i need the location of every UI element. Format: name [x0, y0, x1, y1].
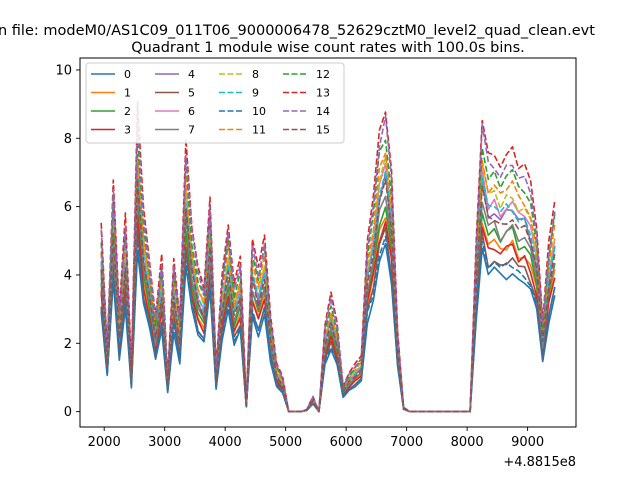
- legend-label-3: 3: [124, 124, 131, 137]
- x-tick-label: 2000: [88, 435, 121, 450]
- y-tick-label: 0: [64, 405, 72, 420]
- legend-label-12: 12: [316, 68, 330, 81]
- x-tick-label: 6000: [330, 435, 363, 450]
- y-axis: 0 2 4 6 8 10: [55, 63, 80, 420]
- legend-label-2: 2: [124, 105, 131, 118]
- legend-label-9: 9: [252, 87, 259, 100]
- x-axis: 2000 3000 4000 5000 6000 7000 8000 9000: [88, 427, 544, 450]
- x-tick-label: 7000: [390, 435, 423, 450]
- figure-suptitle: n file: modeM0/AS1C09_011T06_9000006478_…: [0, 23, 595, 39]
- legend-frame: [85, 62, 345, 144]
- y-tick-label: 6: [64, 200, 72, 215]
- series-layer: [100, 101, 556, 413]
- series-line-13: [100, 101, 556, 413]
- chart-title: Quadrant 1 module wise count rates with …: [131, 40, 525, 56]
- legend-label-7: 7: [188, 124, 195, 137]
- x-offset-label: +4.8815e8: [503, 455, 576, 470]
- legend-label-15: 15: [316, 124, 330, 137]
- x-tick-label: 4000: [209, 435, 242, 450]
- y-tick-label: 10: [55, 63, 72, 78]
- legend-label-11: 11: [252, 124, 266, 137]
- series-line-10: [100, 235, 556, 413]
- series-line-5: [100, 226, 556, 413]
- x-tick-label: 5000: [269, 435, 302, 450]
- x-tick-label: 3000: [148, 435, 181, 450]
- legend-label-6: 6: [188, 105, 195, 118]
- legend-label-4: 4: [188, 68, 195, 81]
- plot-area-frame: [79, 57, 577, 428]
- series-line-15: [100, 178, 556, 413]
- series-line-14: [100, 115, 556, 413]
- legend-label-8: 8: [252, 68, 259, 81]
- legend-label-0: 0: [124, 68, 131, 81]
- x-tick-label: 9000: [511, 435, 544, 450]
- y-tick-label: 8: [64, 132, 72, 147]
- legend-label-1: 1: [124, 87, 131, 100]
- legend-label-5: 5: [188, 87, 195, 100]
- legend-label-13: 13: [316, 87, 330, 100]
- y-tick-label: 4: [64, 268, 72, 283]
- legend-label-10: 10: [252, 105, 266, 118]
- x-tick-label: 8000: [451, 435, 484, 450]
- legend-label-14: 14: [316, 105, 330, 118]
- y-tick-label: 2: [64, 337, 72, 352]
